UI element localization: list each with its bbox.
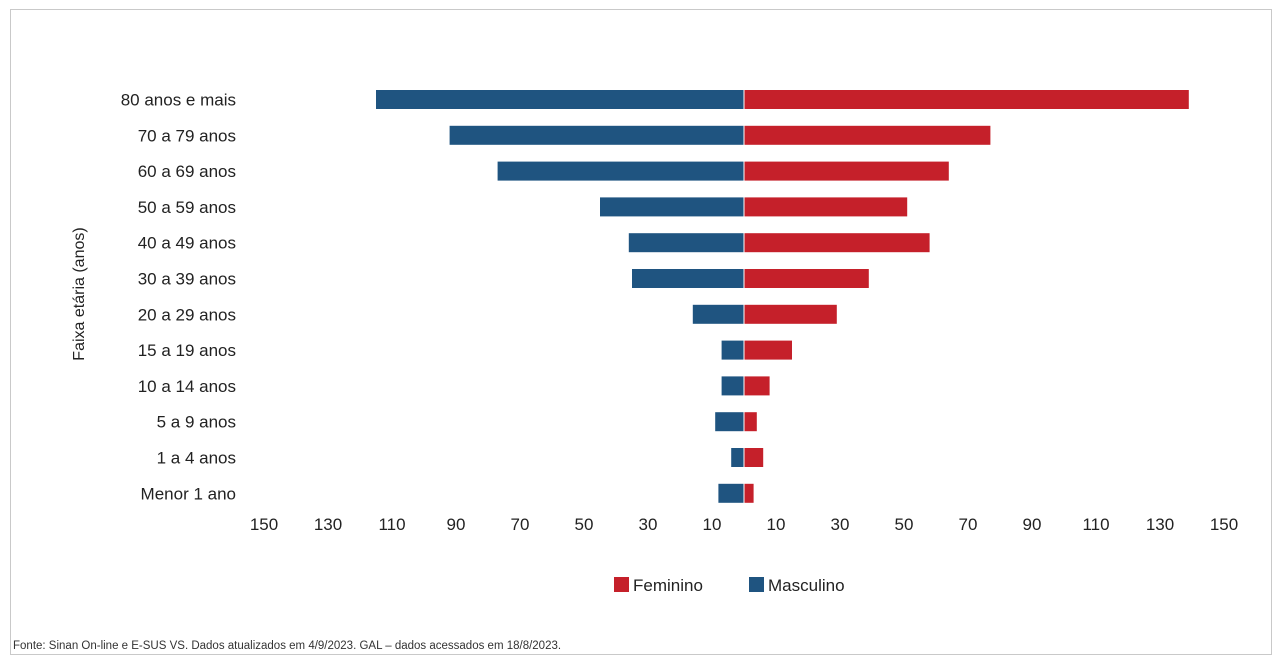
category-label-15-a-19-anos: 15 a 19 anos bbox=[138, 341, 236, 360]
y-axis-label: Faixa etária (anos) bbox=[71, 227, 88, 360]
category-label-60-a-69-anos: 60 a 69 anos bbox=[138, 162, 236, 181]
x-tick-label: 70 bbox=[511, 515, 530, 534]
x-tick-label: 50 bbox=[575, 515, 594, 534]
bar-feminino-15-a-19-anos bbox=[744, 340, 792, 360]
bar-masculino-10-a-14-anos bbox=[721, 376, 744, 396]
legend-swatch-masculino bbox=[749, 577, 764, 592]
bar-masculino-20-a-29-anos bbox=[692, 304, 744, 324]
bar-feminino-50-a-59-anos bbox=[744, 197, 908, 217]
category-label-30-a-39-anos: 30 a 39 anos bbox=[138, 270, 236, 289]
category-label-menor-1-ano: Menor 1 ano bbox=[141, 484, 236, 503]
x-tick-labels-group: 150 130 110 90 70 50 30 10 10 30 50 70 90 110 130 150 bbox=[250, 515, 1238, 534]
category-label-5-a-9-anos: 5 a 9 anos bbox=[157, 413, 236, 432]
bar-masculino-50-a-59-anos bbox=[600, 197, 744, 217]
bar-feminino-1-a-4-anos bbox=[744, 448, 764, 467]
x-tick-label: 90 bbox=[1023, 515, 1042, 534]
legend-swatch-feminino bbox=[614, 577, 629, 592]
bar-masculino-30-a-39-anos bbox=[632, 269, 744, 288]
bar-feminino-80-anos-e-mais bbox=[744, 90, 1189, 109]
bars-group bbox=[376, 90, 1189, 503]
x-tick-label: 70 bbox=[959, 515, 978, 534]
bar-masculino-40-a-49-anos bbox=[628, 233, 744, 253]
category-label-50-a-59-anos: 50 a 59 anos bbox=[138, 198, 236, 217]
bar-feminino-70-a-79-anos bbox=[744, 125, 991, 145]
bar-feminino-20-a-29-anos bbox=[744, 304, 837, 324]
category-label-20-a-29-anos: 20 a 29 anos bbox=[138, 305, 236, 324]
x-tick-label: 110 bbox=[1082, 515, 1109, 534]
x-tick-label: 10 bbox=[767, 515, 786, 534]
x-tick-label: 30 bbox=[639, 515, 658, 534]
x-tick-label: 90 bbox=[447, 515, 466, 534]
bar-feminino-5-a-9-anos bbox=[744, 412, 757, 432]
x-tick-label: 150 bbox=[1210, 515, 1238, 534]
category-labels-group: Menor 1 ano 1 a 4 anos 5 a 9 anos 10 a 14 a… bbox=[121, 91, 236, 504]
x-tick-label: 30 bbox=[831, 515, 850, 534]
category-label-70-a-79-anos: 70 a 79 anos bbox=[138, 126, 236, 145]
x-tick-label: 130 bbox=[314, 515, 342, 534]
x-tick-label: 150 bbox=[250, 515, 278, 534]
legend-label-masculino: Masculino bbox=[768, 576, 845, 595]
bar-masculino-15-a-19-anos bbox=[721, 340, 744, 360]
bar-feminino-40-a-49-anos bbox=[744, 233, 930, 253]
bar-masculino-1-a-4-anos bbox=[731, 448, 744, 467]
bar-masculino-60-a-69-anos bbox=[497, 161, 744, 181]
category-label-10-a-14-anos: 10 a 14 anos bbox=[138, 377, 236, 396]
legend: Feminino Masculino bbox=[614, 576, 845, 595]
x-tick-label: 10 bbox=[703, 515, 722, 534]
x-tick-label: 110 bbox=[378, 515, 405, 534]
bar-feminino-30-a-39-anos bbox=[744, 269, 869, 288]
bar-feminino-menor-1-ano bbox=[744, 483, 754, 503]
source-note: Fonte: Sinan On-line e E-SUS VS. Dados a… bbox=[13, 640, 562, 652]
bar-masculino-menor-1-ano bbox=[718, 483, 744, 503]
category-label-80-anos-e-mais: 80 anos e mais bbox=[121, 91, 236, 110]
legend-label-feminino: Feminino bbox=[633, 576, 703, 595]
x-tick-label: 50 bbox=[895, 515, 914, 534]
bar-masculino-5-a-9-anos bbox=[715, 412, 744, 432]
bar-masculino-70-a-79-anos bbox=[449, 125, 744, 145]
axis-ticks-group bbox=[736, 81, 745, 505]
x-tick-label: 130 bbox=[1146, 515, 1174, 534]
bar-feminino-60-a-69-anos bbox=[744, 161, 949, 181]
category-label-40-a-49-anos: 40 a 49 anos bbox=[138, 234, 236, 253]
chart-frame bbox=[10, 9, 1272, 655]
bar-masculino-80-anos-e-mais bbox=[376, 90, 744, 109]
bar-feminino-10-a-14-anos bbox=[744, 376, 770, 396]
category-label-1-a-4-anos: 1 a 4 anos bbox=[157, 449, 236, 468]
